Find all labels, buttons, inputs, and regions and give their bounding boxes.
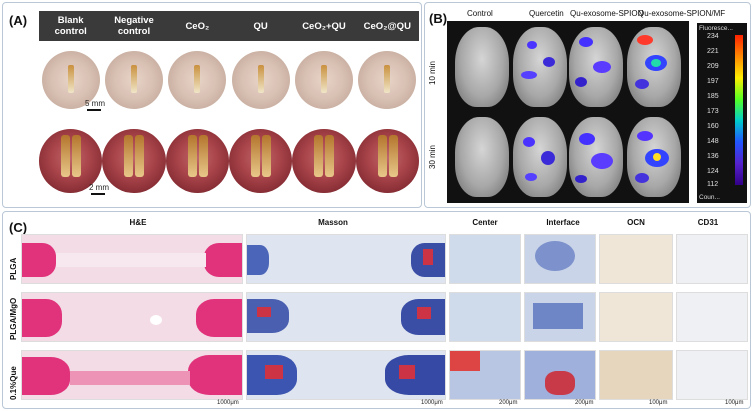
- colorbar-tick: 173: [707, 108, 719, 115]
- photo-bottom-6: [355, 129, 419, 193]
- photo-bottom-4: [228, 129, 293, 193]
- tile-center-plga: [449, 234, 521, 284]
- mouse-control-30: [455, 117, 509, 197]
- colorbar-tick: 185: [707, 93, 719, 100]
- colorbar-tick: 197: [707, 78, 719, 85]
- col-ocn: OCN: [627, 218, 645, 227]
- tile-masson-plga: [246, 234, 446, 284]
- col-control: Control: [467, 9, 493, 18]
- tile-he-0-1-que: [21, 350, 243, 400]
- photo-top-1: [41, 51, 100, 109]
- tile-cd31-plga: [676, 234, 748, 284]
- photo-top-5: [294, 51, 353, 109]
- scale-interface: 200μm: [575, 400, 594, 406]
- scale-center: 200μm: [499, 400, 518, 406]
- header-qu: QU: [253, 20, 268, 32]
- tile-ocn-0-1-que: [599, 350, 673, 400]
- scale-cd31: 100μm: [725, 400, 744, 406]
- scale-masson: 1000μm: [421, 400, 443, 406]
- photo-top-6: [358, 51, 417, 109]
- colorbar-tick: 112: [707, 181, 719, 188]
- photo-bottom-2: [102, 129, 166, 193]
- colorbar-tick: 124: [707, 168, 719, 175]
- colorbar-tick: 221: [707, 48, 719, 55]
- panel-c: (C) H&E Masson Center Interface OCN CD31…: [2, 211, 751, 409]
- mouse-qu-exosome-spion-30: [569, 117, 623, 197]
- col-interface: Interface: [546, 218, 580, 227]
- tile-ocn-plga: [599, 234, 673, 284]
- mouse-qu-exosome-spion-mf-10: [627, 27, 681, 107]
- scalebar-bottom: [91, 193, 105, 195]
- scalebar-bottom-label: 2 mm: [89, 183, 109, 192]
- scale-he: 1000μm: [217, 400, 239, 406]
- header-ceo2-at-qu: CeO₂@QU: [363, 20, 411, 32]
- mouse-quercetin-30: [513, 117, 567, 197]
- photo-bottom-1: [39, 129, 103, 193]
- tile-cd31-plga-mgo: [676, 292, 748, 342]
- col-qu-exosome-spion: Qu-exosome-SPION: [570, 9, 644, 18]
- colorbar: Fluoresce... 234 221 209 197 185 173 160…: [697, 23, 747, 203]
- tile-ocn-plga-mgo: [599, 292, 673, 342]
- ivis-image: [447, 21, 689, 203]
- tile-interface-plga-mgo: [524, 292, 596, 342]
- panel-c-label: (C): [9, 220, 28, 235]
- scalebar-top: [87, 109, 101, 111]
- col-masson: Masson: [318, 218, 348, 227]
- scale-ocn: 100μm: [649, 400, 668, 406]
- tile-cd31-0-1-que: [676, 350, 748, 400]
- tile-he-plga-mgo: [21, 292, 243, 342]
- row-plga: PLGA: [9, 257, 18, 280]
- row-30-min: 30 min: [428, 144, 437, 169]
- tile-masson-0-1-que: [246, 350, 446, 400]
- mouse-qu-exosome-spion-10: [569, 27, 623, 107]
- panel-b-label: (B): [429, 11, 448, 26]
- photo-top-2: [104, 51, 163, 109]
- colorbar-tick: 148: [707, 138, 719, 145]
- col-qu-exosome-spion-mf: Qu-exosome-SPION/MF: [638, 9, 726, 18]
- header-blank-control: Blank control: [54, 15, 87, 37]
- header-ceo2-plus-qu: CeO₂+QU: [302, 20, 346, 32]
- colorbar-gradient: [735, 35, 743, 185]
- col-center: Center: [472, 218, 498, 227]
- header-negative-control: Negative control: [114, 15, 154, 37]
- row-10-min: 10 min: [428, 60, 437, 85]
- colorbar-tick: 160: [707, 123, 719, 130]
- tile-center-plga-mgo: [449, 292, 521, 342]
- row-plga-mgo: PLGA/MgO: [9, 297, 18, 340]
- header-ceo2: CeO₂: [185, 20, 210, 32]
- photo-top-3: [168, 51, 227, 109]
- mouse-quercetin-10: [513, 27, 567, 107]
- panel-a-row-bottom: [39, 129, 419, 193]
- tile-center-0-1-que: [449, 350, 521, 400]
- col-cd31: CD31: [697, 218, 719, 227]
- photo-bottom-5: [292, 129, 356, 193]
- col-quercetin: Quercetin: [529, 9, 564, 18]
- tile-interface-0-1-que: [524, 350, 596, 400]
- tile-he-plga: [21, 234, 243, 284]
- col-he: H&E: [129, 218, 147, 227]
- row-0-1-que: 0.1%Que: [9, 366, 18, 400]
- panel-b: (B) Control Quercetin Qu-exosome-SPION Q…: [424, 2, 751, 208]
- panel-a-header: Blank control Negative control CeO₂ QU CeO…: [39, 11, 419, 41]
- mouse-qu-exosome-spion-mf-30: [627, 117, 681, 197]
- scalebar-top-label: 5 mm: [85, 99, 105, 108]
- panel-a-row-top: [39, 51, 419, 109]
- colorbar-tick: 209: [707, 63, 719, 70]
- tile-interface-plga: [524, 234, 596, 284]
- colorbar-tick: 234: [707, 33, 719, 40]
- colorbar-title: Fluoresce...: [699, 25, 733, 32]
- photo-top-4: [231, 51, 290, 109]
- colorbar-footer: Coun...: [699, 194, 720, 201]
- panel-a-label: (A): [9, 13, 28, 28]
- panel-a: (A) Blank control Negative control CeO₂ QU…: [2, 2, 422, 208]
- tile-masson-plga-mgo: [246, 292, 446, 342]
- photo-bottom-3: [165, 129, 229, 193]
- mouse-control-10: [455, 27, 509, 107]
- colorbar-tick: 136: [707, 153, 719, 160]
